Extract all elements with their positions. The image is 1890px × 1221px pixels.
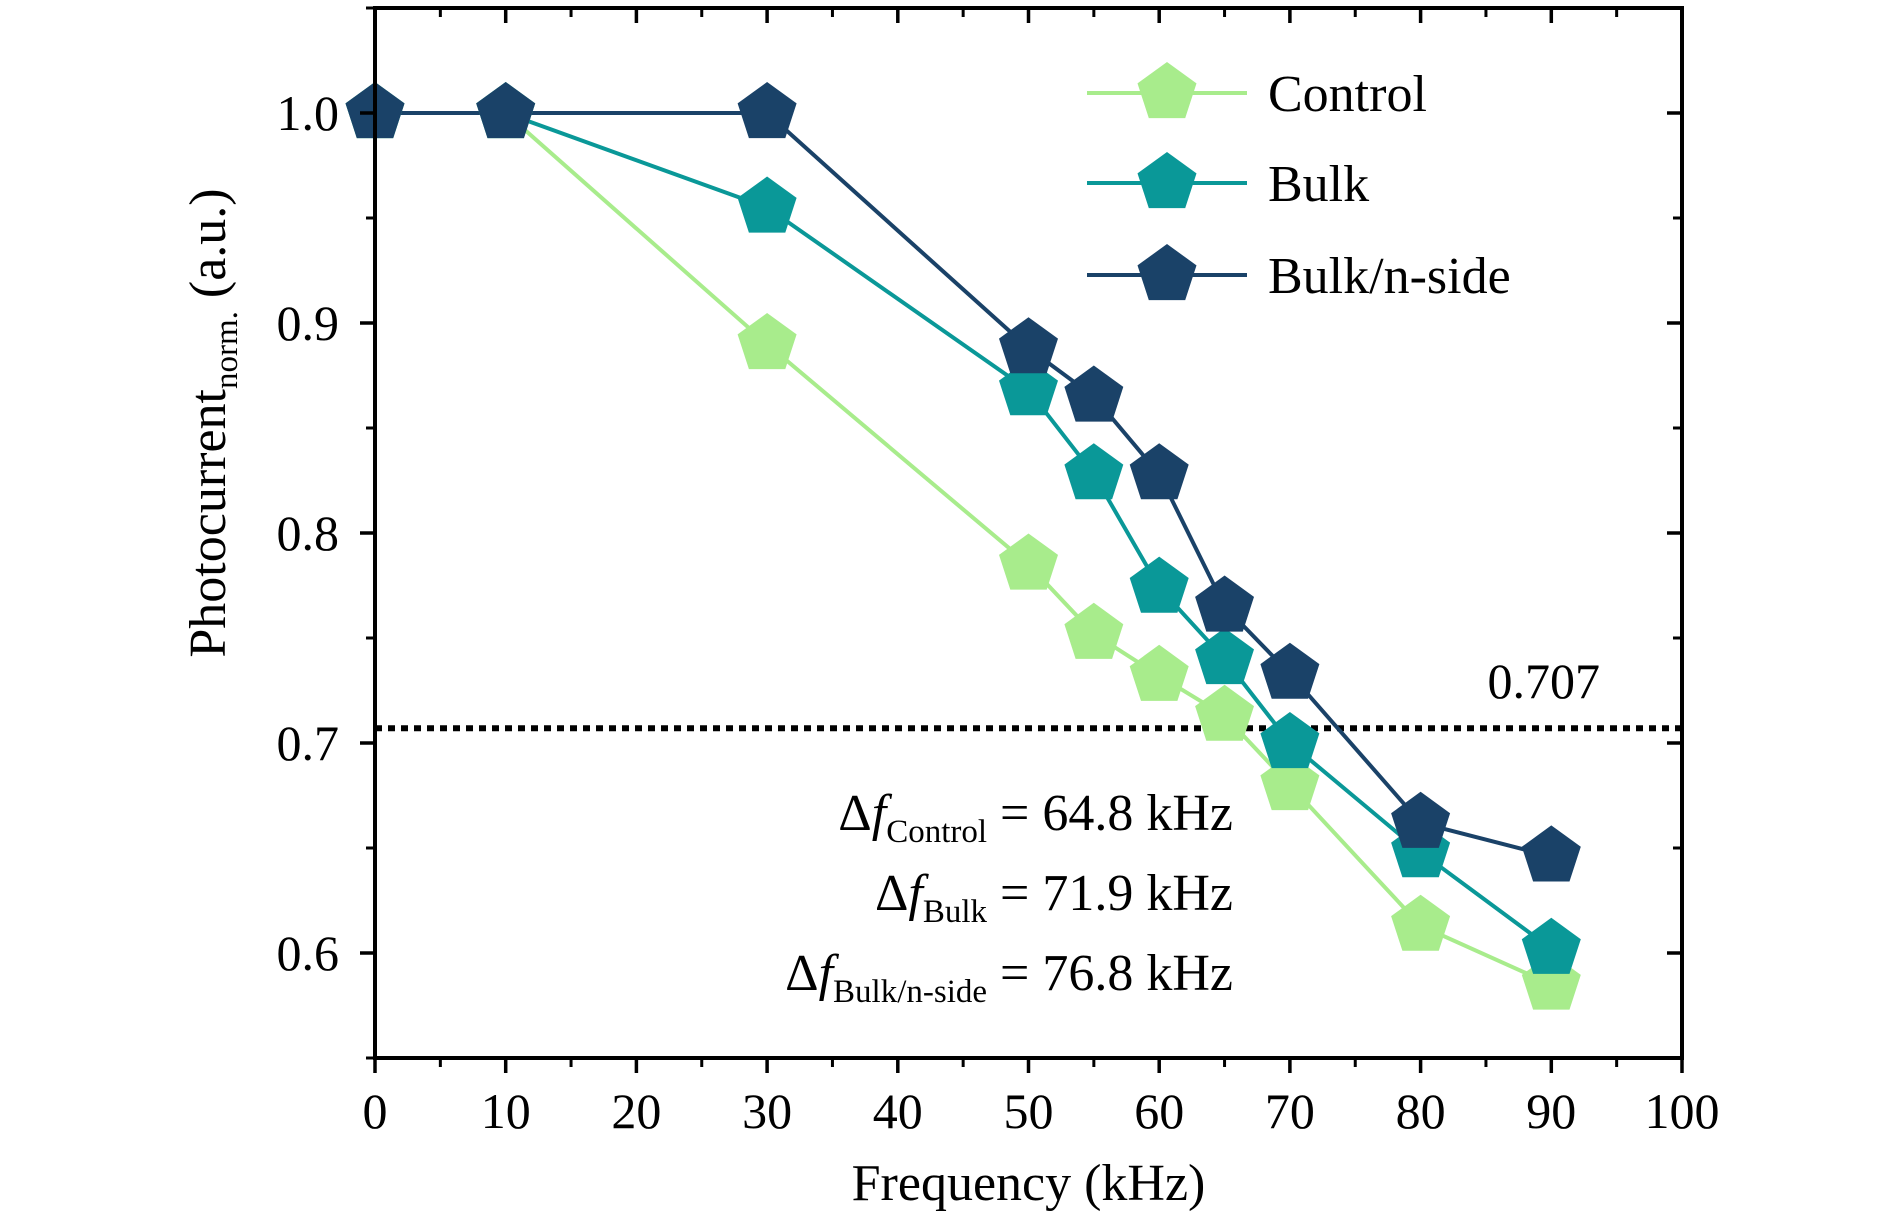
series-line-2 <box>375 111 1552 859</box>
x-tick-label-6: 60 <box>1134 1083 1184 1139</box>
axes-group <box>360 6 1684 1073</box>
series-line-0 <box>375 111 1553 987</box>
x-tick-label-3: 30 <box>742 1083 792 1139</box>
series-1-point-6 <box>1195 628 1254 685</box>
annotation-group: ΔfControl = 64.8 kHz ΔfBulk = 71.9 kHz ΔfB… <box>785 785 1233 1010</box>
series-1-point-9 <box>1521 917 1581 974</box>
text-group: 0 10 20 30 40 50 60 70 80 90 100 0.6 0.7 0.8 0.9 1.0 Fre… <box>180 85 1720 1212</box>
series-2-point-3 <box>999 317 1058 374</box>
series-2-point-6 <box>1195 575 1254 632</box>
x-tick-label-0: 0 <box>363 1083 388 1139</box>
annotation-value-0: = 64.8 kHz <box>987 785 1233 842</box>
series-2-point-2 <box>737 82 797 139</box>
series-0-point-6 <box>1195 684 1254 741</box>
series-1-point-7 <box>1260 712 1320 769</box>
series-1-point-4 <box>1064 443 1124 500</box>
series-0-point-5 <box>1129 644 1189 701</box>
y-tick-label-1: 0.7 <box>277 715 340 771</box>
y-axis-title-main: Photocurrent <box>180 388 237 657</box>
series-2-point-7 <box>1260 642 1320 699</box>
annotation-value-2: = 76.8 kHz <box>987 945 1233 1002</box>
series-0-point-3 <box>999 533 1058 590</box>
series-2-point-1 <box>476 82 536 139</box>
y-tick-label-3: 0.9 <box>277 295 340 351</box>
x-tick-label-2: 20 <box>611 1083 661 1139</box>
legend-label-0: Control <box>1268 66 1427 123</box>
x-tick-label-9: 90 <box>1526 1083 1576 1139</box>
annotation-delta-1: Δ <box>875 865 908 922</box>
series-line-1 <box>375 111 1553 951</box>
x-tick-label-8: 80 <box>1396 1083 1446 1139</box>
series-2-point-5 <box>1129 443 1189 500</box>
annotation-delta-2: Δ <box>785 945 818 1002</box>
legend: Control Bulk Bulk/n-side <box>1087 62 1511 305</box>
y-tick-label-4: 1.0 <box>277 85 340 141</box>
reference-line-label: 0.707 <box>1488 653 1601 709</box>
y-tick-label-2: 0.8 <box>277 505 340 561</box>
legend-marker-2 <box>1137 244 1197 301</box>
y-tick-label-0: 0.6 <box>277 925 340 981</box>
x-tick-label-7: 70 <box>1265 1083 1315 1139</box>
reference-line-group: 0.707 <box>375 653 1682 732</box>
y-axis-title-unit: (a.u.) <box>180 188 237 311</box>
x-tick-label-10: 100 <box>1645 1083 1720 1139</box>
x-axis-title: Frequency (kHz) <box>852 1155 1206 1212</box>
series-2-point-9 <box>1521 825 1581 882</box>
series-2-point-4 <box>1064 365 1124 422</box>
legend-marker-0 <box>1137 62 1197 119</box>
bandwidth-annotation-1: ΔfBulk = 71.9 kHz <box>875 865 1233 930</box>
annotation-value-1: = 71.9 kHz <box>987 865 1233 922</box>
bandwidth-annotation-0: ΔfControl = 64.8 kHz <box>838 785 1233 850</box>
legend-marker-1 <box>1137 152 1197 209</box>
x-tick-label-5: 50 <box>1004 1083 1054 1139</box>
series-1-point-5 <box>1129 556 1189 613</box>
series-0-point-8 <box>1391 894 1451 951</box>
x-tick-label-4: 40 <box>873 1083 923 1139</box>
annotation-subscript-1: Bulk <box>923 894 988 930</box>
series-1-point-2 <box>737 176 797 233</box>
series-0-point-2 <box>737 313 797 370</box>
annotation-subscript-0: Control <box>886 814 987 850</box>
series-2-point-8 <box>1391 791 1451 848</box>
annotation-subscript-2: Bulk/n-side <box>833 974 987 1010</box>
y-axis-title-subscript: norm. <box>209 311 245 389</box>
series-group <box>345 82 1581 1010</box>
y-axis-title: Photocurrentnorm. (a.u.) <box>180 188 245 657</box>
x-tick-label-1: 10 <box>481 1083 531 1139</box>
series-0-point-4 <box>1064 602 1124 659</box>
legend-label-1: Bulk <box>1268 156 1369 213</box>
legend-label-2: Bulk/n-side <box>1268 248 1511 305</box>
bandwidth-annotation-2: ΔfBulk/n-side = 76.8 kHz <box>785 945 1233 1010</box>
annotation-delta-0: Δ <box>838 785 871 842</box>
